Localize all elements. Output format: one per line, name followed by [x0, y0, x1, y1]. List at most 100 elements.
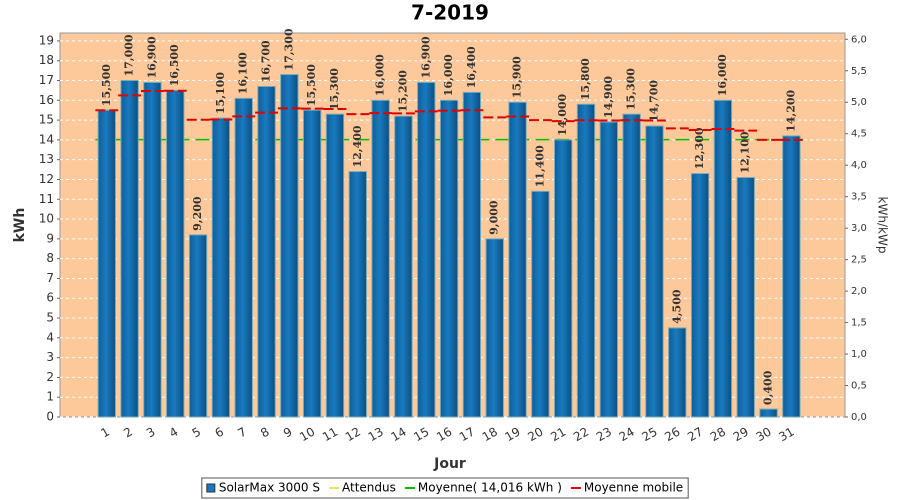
x-tick-label: 30 — [754, 425, 774, 445]
y-tick-label: 2 — [46, 370, 54, 384]
x-tick-label: 26 — [662, 425, 682, 445]
bar — [462, 91, 482, 418]
bar — [97, 109, 116, 418]
x-tick-label: 2 — [121, 425, 135, 441]
value-label: 12,300 — [693, 127, 706, 169]
bar — [143, 81, 162, 418]
bar — [325, 113, 345, 418]
y-tick-label: 16 — [39, 93, 54, 107]
value-label: 15,100 — [214, 72, 227, 114]
y-tick-label: 5 — [46, 311, 54, 325]
value-label: 0,400 — [762, 370, 775, 405]
x-tick-label: 31 — [776, 425, 796, 445]
y2-tick-label: 4,0 — [851, 160, 867, 171]
value-label: 12,400 — [351, 125, 364, 167]
bar — [690, 173, 710, 418]
x-tick-label: 25 — [639, 425, 659, 445]
x-tick-label: 4 — [167, 425, 181, 441]
value-label: 14,900 — [602, 76, 615, 118]
bar — [531, 190, 550, 418]
x-tick-label: 17 — [457, 425, 477, 445]
value-label: 14,000 — [556, 93, 569, 135]
x-tick-label: 28 — [708, 425, 728, 445]
x-tick-label: 23 — [594, 425, 614, 445]
bar — [576, 103, 596, 418]
value-label: 16,900 — [145, 36, 158, 78]
y-tick-label: 10 — [39, 212, 54, 226]
value-label: 15,200 — [396, 70, 409, 112]
y2-axis-label: kWh/kWp — [876, 197, 890, 254]
legend-frame — [201, 477, 689, 499]
bar — [668, 327, 687, 418]
y2-tick-label: 2,5 — [851, 255, 867, 266]
value-label: 9,200 — [191, 196, 204, 231]
value-label: 16,400 — [465, 46, 478, 88]
bar — [554, 139, 573, 418]
value-label: 12,100 — [739, 131, 752, 173]
value-label: 15,900 — [511, 56, 524, 98]
legend-label: Attendus — [342, 481, 396, 495]
legend-label: SolarMax 3000 S — [219, 481, 320, 495]
x-tick-label: 7 — [235, 425, 249, 441]
value-label: 15,300 — [625, 68, 638, 110]
bar — [508, 101, 527, 418]
y-tick-label: 18 — [39, 53, 54, 67]
y-tick-label: 17 — [39, 73, 54, 87]
x-tick-label: 10 — [297, 425, 317, 445]
y2-tick-label: 3,5 — [851, 192, 867, 203]
y-tick-label: 4 — [46, 330, 54, 344]
value-label: 15,500 — [100, 64, 113, 106]
value-label: 16,100 — [237, 52, 250, 94]
value-label: 9,000 — [488, 200, 501, 235]
x-tick-label: 9 — [281, 425, 295, 441]
value-label: 16,500 — [168, 44, 181, 86]
y-tick-label: 8 — [46, 251, 54, 265]
value-label: 16,000 — [374, 54, 387, 96]
value-label: 17,300 — [282, 28, 295, 70]
x-tick-label: 18 — [480, 425, 500, 445]
y-tick-label: 13 — [39, 152, 54, 166]
y2-tick-label: 2,0 — [851, 286, 867, 297]
x-tick-label: 16 — [434, 425, 454, 445]
bar — [211, 117, 231, 418]
value-label: 16,000 — [716, 54, 729, 96]
x-tick-label: 8 — [258, 425, 272, 441]
x-tick-label: 20 — [525, 425, 545, 445]
y-tick-label: 9 — [46, 231, 54, 245]
x-tick-label: 11 — [320, 425, 340, 445]
x-tick-label: 12 — [343, 425, 363, 445]
y2-tick-label: 6,0 — [851, 34, 867, 45]
bar — [257, 85, 276, 418]
x-tick-label: 22 — [571, 425, 591, 445]
x-tick-label: 13 — [366, 425, 386, 445]
y-tick-label: 19 — [39, 33, 54, 47]
bar — [348, 171, 367, 418]
value-label: 14,200 — [784, 89, 797, 131]
x-tick-label: 14 — [388, 425, 408, 445]
bar — [280, 74, 299, 418]
chart-title: 7-2019 — [411, 1, 489, 25]
bar — [645, 125, 664, 418]
value-label: 16,900 — [419, 36, 432, 78]
bar — [302, 109, 322, 418]
value-label: 16,000 — [442, 54, 455, 96]
bar — [782, 135, 801, 418]
bar — [599, 121, 618, 418]
bar — [713, 99, 733, 418]
value-label: 15,800 — [579, 58, 592, 100]
x-tick-label: 15 — [411, 425, 431, 445]
x-tick-label: 24 — [617, 425, 637, 445]
y2-tick-label: 0,0 — [851, 412, 867, 423]
y2-tick-label: 1,5 — [851, 318, 867, 329]
bar — [234, 97, 253, 418]
y2-tick-label: 3,0 — [851, 223, 867, 234]
y-tick-label: 6 — [46, 291, 54, 305]
value-label: 15,300 — [328, 68, 341, 110]
x-tick-label: 27 — [685, 425, 705, 445]
y-axis-label: kWh — [12, 208, 28, 243]
bar — [417, 81, 436, 418]
value-label: 4,500 — [670, 289, 683, 324]
y2-tick-label: 5,0 — [851, 97, 867, 108]
y2-tick-label: 4,5 — [851, 129, 867, 140]
